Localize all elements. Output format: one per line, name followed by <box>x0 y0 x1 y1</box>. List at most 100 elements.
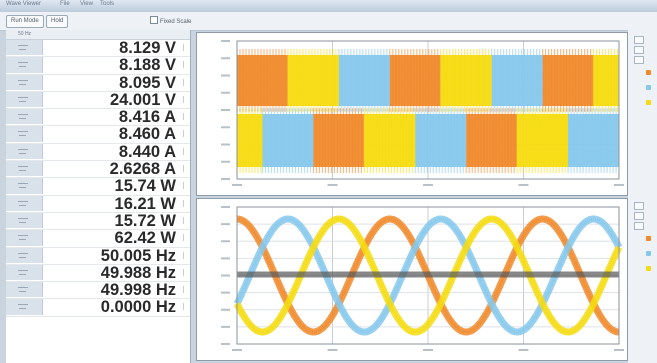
measurement-panel: 50 Hz 8.129 V 8.188 V 8.095 V 24.001 V 8.416… <box>6 30 191 363</box>
channel-label <box>6 282 43 298</box>
measurement-row: 8.460 A <box>6 125 190 144</box>
measurement-row: 50.005 Hz <box>6 246 190 265</box>
y-tick-label <box>221 223 230 226</box>
measurement-row: 8.440 A <box>6 142 190 162</box>
measurement-row: 15.74 W <box>6 177 190 196</box>
phase-b-wave-noise <box>235 217 621 334</box>
y-tick-label <box>221 178 230 180</box>
row-divider <box>183 268 188 276</box>
measurement-value: 50.005 Hz <box>100 246 176 265</box>
channel-label <box>6 74 43 90</box>
measurement-value: 49.998 Hz <box>100 281 176 300</box>
x-tick-label <box>518 349 529 351</box>
hold-button[interactable]: Hold <box>46 15 69 28</box>
row-divider <box>183 95 188 103</box>
measurement-row: 2.6268 A <box>6 161 190 179</box>
measurement-value: 8.460 A <box>118 125 176 144</box>
row-divider <box>183 113 188 121</box>
chart1-cursor-button[interactable] <box>634 56 644 64</box>
measurement-value: 8.129 V <box>119 39 176 57</box>
y-tick-label <box>221 57 230 60</box>
title-bar: Wave Viewer File View Tools <box>0 0 657 12</box>
channel-label <box>6 195 43 211</box>
channel-label <box>6 264 43 281</box>
row-divider <box>183 44 188 51</box>
y-tick-label <box>221 143 230 146</box>
phase-b-marker <box>646 85 651 90</box>
row-divider <box>183 234 188 242</box>
y-tick-label <box>221 160 230 163</box>
chart1-zoom-button[interactable] <box>634 36 644 44</box>
phase_c-band <box>440 55 492 106</box>
measurement-row: 62.42 W <box>6 230 190 248</box>
channel-label <box>6 230 43 246</box>
run-mode-button[interactable]: Run Mode <box>6 15 44 28</box>
x-tick-label <box>614 349 624 351</box>
chart2-pan-button[interactable] <box>634 212 644 220</box>
channel-label <box>6 126 43 142</box>
row-divider <box>183 130 188 138</box>
y-tick-label <box>221 91 230 94</box>
menu-file[interactable]: File <box>60 1 70 7</box>
phase_a-band <box>466 114 518 167</box>
row-divider <box>183 147 188 155</box>
x-tick-label <box>614 184 624 186</box>
x-tick-label <box>232 184 242 186</box>
phase_c-band <box>517 114 569 167</box>
measurement-value: 8.440 A <box>118 142 176 161</box>
y-tick-label <box>221 308 230 311</box>
y-tick-label <box>221 40 230 42</box>
neutral-trace <box>237 271 619 278</box>
phase-a-wave-noise <box>237 217 619 334</box>
row-divider <box>183 286 188 294</box>
channel-label <box>6 40 43 56</box>
measurement-row: 8.129 V <box>6 39 190 58</box>
row-divider <box>183 165 188 173</box>
menu-tools[interactable]: Tools <box>100 1 115 7</box>
channel-label <box>6 143 43 160</box>
phase_b-band <box>262 114 314 167</box>
phase_c-band <box>237 114 263 167</box>
channel-label <box>6 247 43 263</box>
toolbar: Run Mode Hold Fixed Scale <box>0 12 657 31</box>
measurement-row: 8.188 V <box>6 57 190 75</box>
measurement-row: 8.416 A <box>6 108 190 127</box>
chart1-pan-button[interactable] <box>634 46 644 54</box>
phase_b-band <box>568 114 619 167</box>
measurement-value: 49.988 Hz <box>100 263 176 282</box>
measurement-value: 8.095 V <box>119 73 176 92</box>
x-tick-label <box>518 184 529 186</box>
chart2-zoom-button[interactable] <box>634 202 644 210</box>
phase_c-band <box>287 55 339 106</box>
measurement-row: 0.0000 Hz <box>6 298 190 317</box>
y-tick-label <box>221 74 230 77</box>
row-divider <box>183 251 188 259</box>
phase_b-band <box>491 55 543 106</box>
panel-header: 50 Hz <box>6 30 190 40</box>
right-toolbar <box>628 30 657 363</box>
channel-label <box>6 57 43 73</box>
phase_a-band <box>237 55 288 106</box>
sine-waveform-chart <box>196 198 628 361</box>
y-tick-label <box>221 109 230 111</box>
menu-view[interactable]: View <box>80 1 93 7</box>
range-selector[interactable]: 50 Hz <box>18 31 32 37</box>
measurement-value: 15.72 W <box>114 211 176 230</box>
y-tick-label <box>221 274 230 277</box>
measurement-value: 0.0000 Hz <box>100 298 176 317</box>
phase_a-band <box>389 55 441 106</box>
measurement-value: 15.74 W <box>114 177 176 196</box>
pwm-waveform-plot <box>221 40 624 186</box>
y-tick-label <box>221 291 230 294</box>
plot-frame <box>236 40 620 180</box>
phase_c-band <box>593 55 619 106</box>
measurement-row: 24.001 V <box>6 92 190 110</box>
channel-label <box>6 161 43 177</box>
channel-label <box>6 178 43 194</box>
chart2-cursor-button[interactable] <box>634 222 644 230</box>
fixed-scale-checkbox[interactable]: Fixed Scale <box>150 16 191 25</box>
x-tick-label <box>232 349 242 351</box>
measurement-row: 49.988 Hz <box>6 263 190 283</box>
measurement-value: 8.416 A <box>118 108 176 127</box>
y-tick-label <box>221 257 230 260</box>
